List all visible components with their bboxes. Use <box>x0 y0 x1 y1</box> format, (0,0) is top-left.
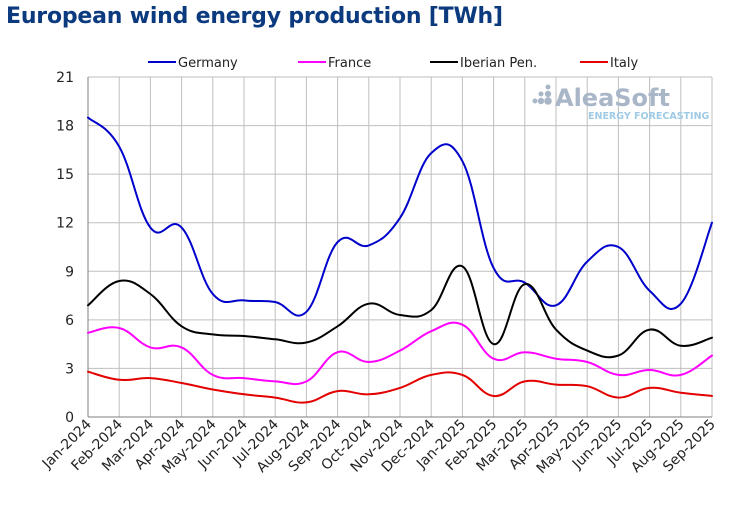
logo-dot <box>538 91 544 97</box>
legend-label: France <box>328 56 371 71</box>
chart-series <box>87 116 713 404</box>
chart-title: European wind energy production [TWh] <box>6 4 503 29</box>
legend-label: Iberian Pen. <box>460 56 537 71</box>
logo-dot <box>544 90 552 98</box>
series-line-germany <box>87 116 713 317</box>
logo-dot <box>544 97 552 105</box>
y-tick-label: 9 <box>65 264 74 280</box>
y-tick-label: 0 <box>65 410 74 426</box>
y-tick-label: 18 <box>56 119 74 135</box>
y-tick-label: 3 <box>65 361 74 377</box>
x-tick-labels: Jan-2024Feb-2024Mar-2024Apr-2024May-2024… <box>39 416 719 476</box>
chart-legend: Germany France Iberian Pen. Italy <box>148 56 639 71</box>
logo-dot <box>532 98 538 104</box>
logo-dot <box>545 84 551 90</box>
logo-wordmark: AleaSoft <box>555 84 670 112</box>
y-tick-label: 6 <box>65 313 74 329</box>
series-line-france <box>87 321 713 386</box>
logo-tagline: ENERGY FORECASTING <box>588 111 710 122</box>
aleasoft-logo: AleaSoft ENERGY FORECASTING <box>532 84 710 122</box>
y-tick-label: 15 <box>56 167 74 183</box>
series-line-iberian-pen <box>87 264 713 359</box>
logo-dot <box>537 97 545 105</box>
y-tick-label: 12 <box>56 216 74 232</box>
chart-axes <box>87 77 712 418</box>
legend-label: Germany <box>178 56 238 71</box>
legend-label: Italy <box>610 56 639 71</box>
y-tick-label: 21 <box>56 70 74 86</box>
series-line-italy <box>87 370 713 404</box>
logo-dots-icon <box>532 84 552 105</box>
y-tick-labels: 0 3 6 9 12 15 18 21 <box>56 70 74 426</box>
